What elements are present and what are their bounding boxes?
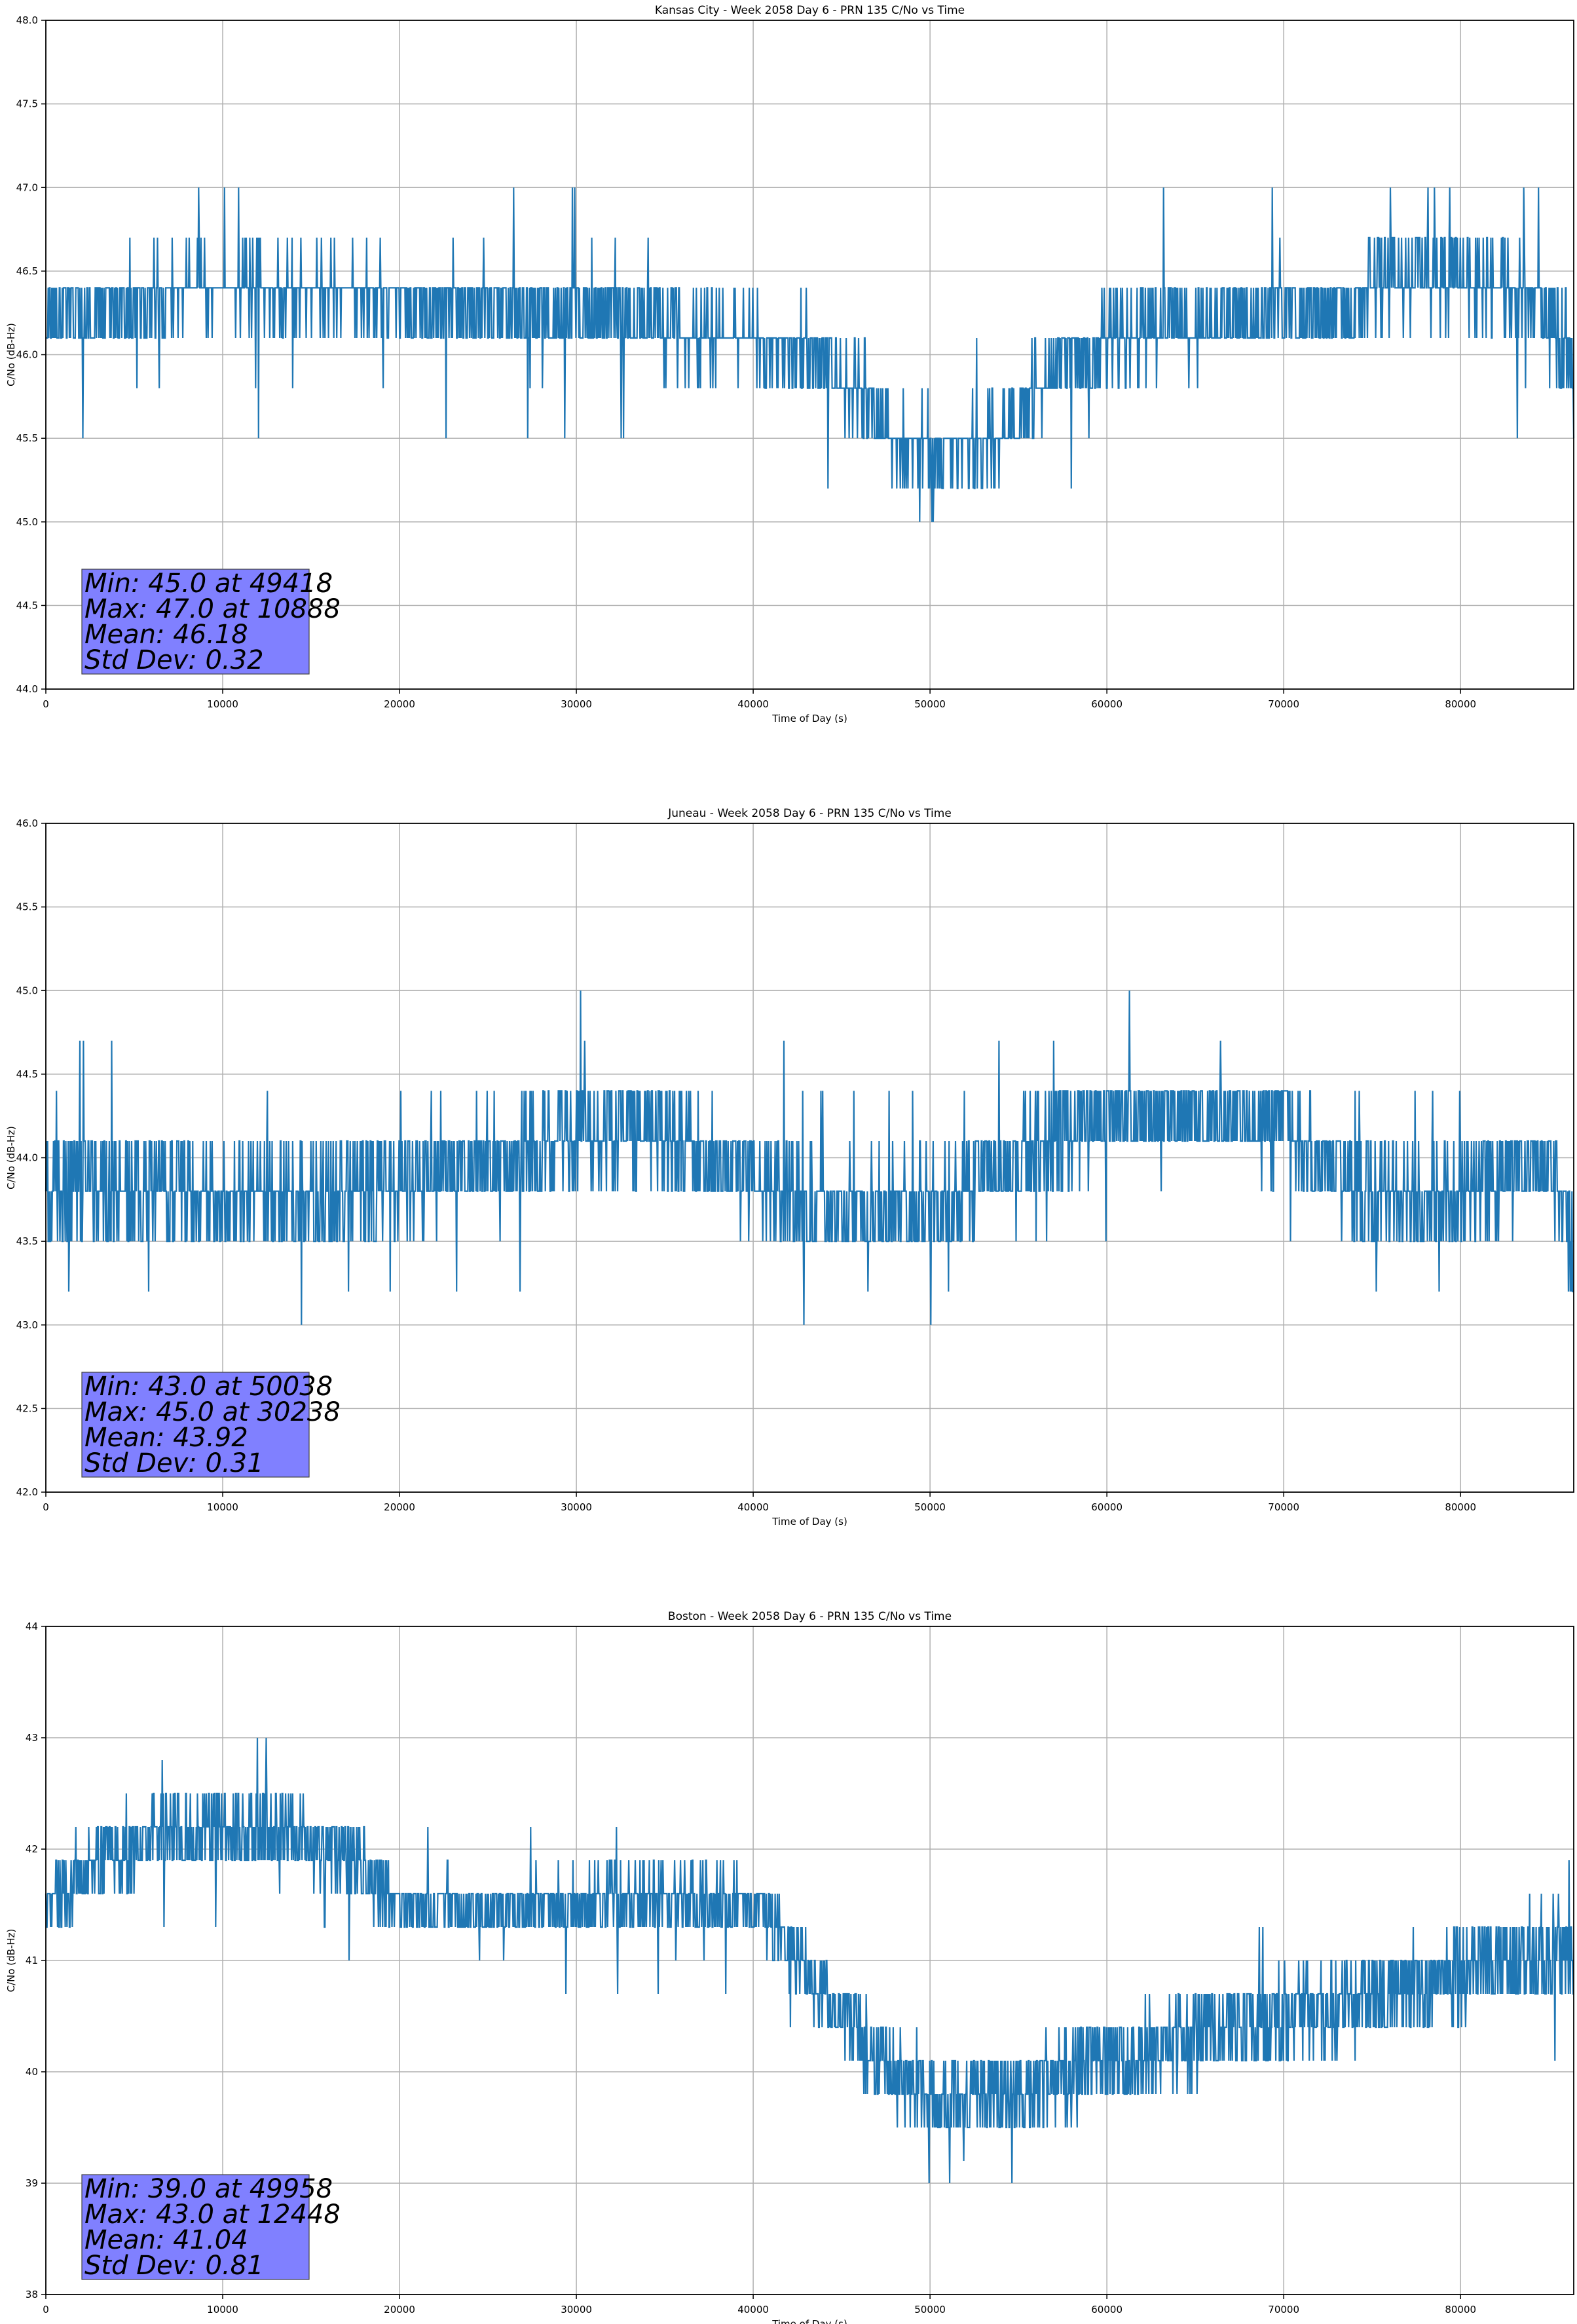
y-tick-label: 41 bbox=[26, 1955, 38, 1966]
y-tick-label: 42.0 bbox=[16, 1486, 38, 1498]
y-tick-label: 44 bbox=[26, 1621, 38, 1632]
chart-panel-1: 0 10000 20000 30000 40000 50000 60000 70000 8000… bbox=[5, 4, 1575, 724]
y-tick-label: 43 bbox=[26, 1732, 38, 1744]
chart-title: Boston - Week 2058 Day 6 - PRN 135 C/No … bbox=[668, 1610, 952, 1623]
stats-line: Std Dev: 0.31 bbox=[84, 1448, 264, 1478]
y-axis-label: C/No (dB-Hz) bbox=[5, 323, 17, 386]
stats-box bbox=[81, 2174, 310, 2280]
y-tick-label: 48.0 bbox=[16, 14, 38, 26]
x-tick-label: 70000 bbox=[1268, 1501, 1299, 1513]
chart-title: Kansas City - Week 2058 Day 6 - PRN 135 … bbox=[655, 4, 965, 17]
x-tick-label: 60000 bbox=[1091, 2304, 1122, 2315]
y-tick-label: 45.0 bbox=[16, 516, 38, 528]
x-tick-label: 20000 bbox=[384, 698, 415, 710]
stats-line: Min: 45.0 at 49418 bbox=[84, 569, 333, 599]
y-tick-label: 39 bbox=[26, 2177, 38, 2189]
y-tick-label: 44.0 bbox=[16, 683, 38, 695]
stats-line: Std Dev: 0.32 bbox=[84, 645, 264, 675]
y-axis-label: C/No (dB-Hz) bbox=[5, 1126, 17, 1190]
stats-line: Min: 43.0 at 50038 bbox=[84, 1372, 333, 1402]
stats-line: Max: 47.0 at 10888 bbox=[84, 594, 341, 624]
series-line bbox=[46, 187, 1575, 522]
chart-panel-3: 0 10000 20000 30000 40000 50000 60000 70000 8000… bbox=[5, 1610, 1574, 2324]
y-tick-label: 42 bbox=[26, 1843, 38, 1855]
y-tick-label: 40 bbox=[26, 2066, 38, 2078]
y-tick-label: 45.5 bbox=[16, 432, 38, 444]
stats-line: Std Dev: 0.81 bbox=[84, 2251, 264, 2281]
y-tick-label: 38 bbox=[26, 2289, 38, 2300]
y-tick-label: 44.5 bbox=[16, 1068, 38, 1080]
y-tick-label: 47.5 bbox=[16, 98, 38, 110]
x-tick-label: 50000 bbox=[914, 2304, 946, 2315]
y-tick-label: 46.0 bbox=[16, 349, 38, 361]
y-tick-label: 44.5 bbox=[16, 599, 38, 611]
series-line bbox=[45, 1737, 1574, 2184]
y-tick-label: 45.5 bbox=[16, 901, 38, 913]
x-tick-label: 60000 bbox=[1091, 698, 1122, 710]
x-tick-label: 80000 bbox=[1445, 698, 1476, 710]
x-tick-label: 50000 bbox=[914, 698, 946, 710]
stats-line: Mean: 43.92 bbox=[84, 1423, 248, 1453]
x-tick-label: 30000 bbox=[561, 1501, 592, 1513]
chart-panel-2: 0 10000 20000 30000 40000 50000 60000 70000 8000… bbox=[5, 807, 1574, 1527]
x-tick-label: 0 bbox=[43, 698, 49, 710]
y-tick-label: 46.5 bbox=[16, 265, 38, 277]
x-tick-label: 40000 bbox=[737, 1501, 769, 1513]
x-axis-label: Time of Day (s) bbox=[771, 1516, 847, 1527]
x-tick-label: 10000 bbox=[207, 1501, 238, 1513]
x-tick-label: 20000 bbox=[384, 1501, 415, 1513]
x-tick-label: 40000 bbox=[737, 2304, 769, 2315]
x-tick-label: 80000 bbox=[1445, 2304, 1476, 2315]
x-tick-label: 10000 bbox=[207, 2304, 238, 2315]
x-tick-label: 30000 bbox=[561, 2304, 592, 2315]
stats-line: Max: 43.0 at 12448 bbox=[84, 2200, 341, 2230]
x-tick-label: 70000 bbox=[1268, 2304, 1299, 2315]
series-line bbox=[45, 990, 1574, 1325]
y-tick-label: 44.0 bbox=[16, 1152, 38, 1164]
x-tick-label: 70000 bbox=[1268, 698, 1299, 710]
stats-line: Mean: 41.04 bbox=[84, 2225, 248, 2255]
stats-box bbox=[81, 569, 310, 675]
stats-line: Min: 39.0 at 49958 bbox=[84, 2174, 333, 2204]
x-tick-label: 10000 bbox=[207, 698, 238, 710]
stats-box bbox=[81, 1372, 310, 1478]
x-tick-label: 30000 bbox=[561, 698, 592, 710]
x-tick-label: 40000 bbox=[737, 698, 769, 710]
x-axis-label: Time of Day (s) bbox=[771, 2318, 847, 2324]
x-tick-label: 60000 bbox=[1091, 1501, 1122, 1513]
y-tick-label: 47.0 bbox=[16, 181, 38, 193]
stats-line: Mean: 46.18 bbox=[84, 620, 248, 650]
x-tick-label: 0 bbox=[43, 2304, 49, 2315]
chart-title: Juneau - Week 2058 Day 6 - PRN 135 C/No … bbox=[667, 807, 952, 820]
x-tick-label: 80000 bbox=[1445, 1501, 1476, 1513]
y-tick-label: 43.5 bbox=[16, 1235, 38, 1247]
x-tick-label: 50000 bbox=[914, 1501, 946, 1513]
y-axis-label: C/No (dB-Hz) bbox=[5, 1929, 17, 1993]
y-tick-label: 45.0 bbox=[16, 984, 38, 996]
y-tick-label: 43.0 bbox=[16, 1319, 38, 1331]
x-tick-label: 0 bbox=[43, 1501, 49, 1513]
stats-line: Max: 45.0 at 30238 bbox=[84, 1397, 341, 1427]
y-tick-label: 42.5 bbox=[16, 1402, 38, 1414]
x-axis-label: Time of Day (s) bbox=[771, 713, 847, 724]
y-tick-label: 46.0 bbox=[16, 817, 38, 829]
x-tick-label: 20000 bbox=[384, 2304, 415, 2315]
